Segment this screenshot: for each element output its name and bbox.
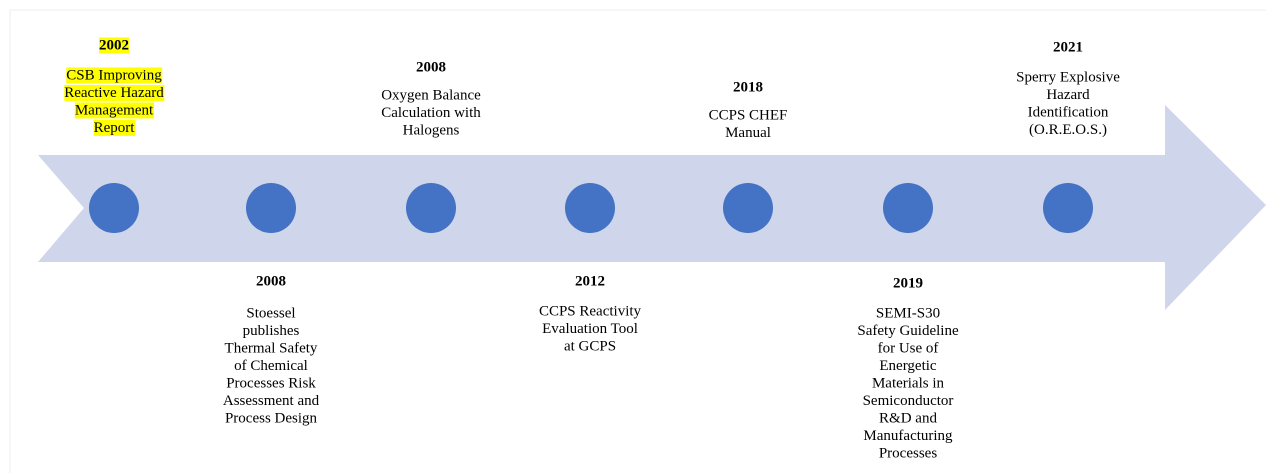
- event-text: CCPS Reactivity: [539, 303, 642, 319]
- event-text: Identification: [1028, 104, 1109, 120]
- event-text: Process Design: [225, 410, 318, 426]
- event-text: Manual: [725, 125, 771, 141]
- event-text: Energetic: [879, 358, 937, 374]
- text-highlight: [64, 84, 165, 101]
- event-text: Reactive Hazard: [64, 85, 164, 101]
- highlight-layer: [64, 37, 165, 136]
- event-year: 2002: [99, 37, 129, 53]
- text-highlight: [93, 119, 136, 136]
- event-text: Assessment and: [223, 393, 320, 409]
- event-text: Processes: [879, 445, 937, 461]
- event-year: 2008: [416, 59, 446, 75]
- timeline-node: [406, 183, 456, 233]
- event-year: 2018: [733, 79, 763, 95]
- timeline-node: [883, 183, 933, 233]
- event-year: 2019: [893, 275, 923, 291]
- event-text: at GCPS: [564, 338, 616, 354]
- timeline-node: [89, 183, 139, 233]
- event-text: Calculation with: [381, 105, 481, 121]
- event-text: Sperry Explosive: [1016, 69, 1120, 85]
- event-text: SEMI-S30: [876, 305, 940, 321]
- event-text: Semiconductor: [863, 393, 954, 409]
- event-text: CCPS CHEF: [709, 107, 788, 123]
- event-text: CSB Improving: [66, 67, 162, 83]
- text-highlight: [99, 37, 129, 54]
- timeline-arrow: [38, 105, 1266, 310]
- event-text: Oxygen Balance: [381, 87, 481, 103]
- timeline-node: [246, 183, 296, 233]
- event-text: Halogens: [403, 122, 460, 138]
- event-year: 2008: [256, 273, 286, 289]
- event-text: Report: [94, 120, 136, 136]
- event-text: Materials in: [872, 375, 945, 391]
- timeline-node: [1043, 183, 1093, 233]
- text-highlight: [66, 67, 163, 84]
- event-text: Thermal Safety: [225, 340, 318, 356]
- event-text: Safety Guideline: [857, 323, 959, 339]
- event-text: Hazard: [1046, 87, 1090, 103]
- event-text: Evaluation Tool: [542, 321, 638, 337]
- event-text: for Use of: [878, 340, 939, 356]
- event-text: R&D and: [879, 410, 937, 426]
- event-text: Stoessel: [246, 305, 295, 321]
- event-year: 2012: [575, 273, 605, 289]
- event-text: (O.R.E.O.S.): [1029, 122, 1107, 138]
- text-highlight: [74, 102, 154, 119]
- timeline-node: [565, 183, 615, 233]
- event-text: Manufacturing: [863, 428, 953, 444]
- event-text: Management: [75, 102, 154, 118]
- event-text: of Chemical: [234, 358, 308, 374]
- timeline-node: [723, 183, 773, 233]
- event-text: publishes: [243, 323, 300, 339]
- event-year: 2021: [1053, 39, 1083, 55]
- event-text: Processes Risk: [226, 375, 316, 391]
